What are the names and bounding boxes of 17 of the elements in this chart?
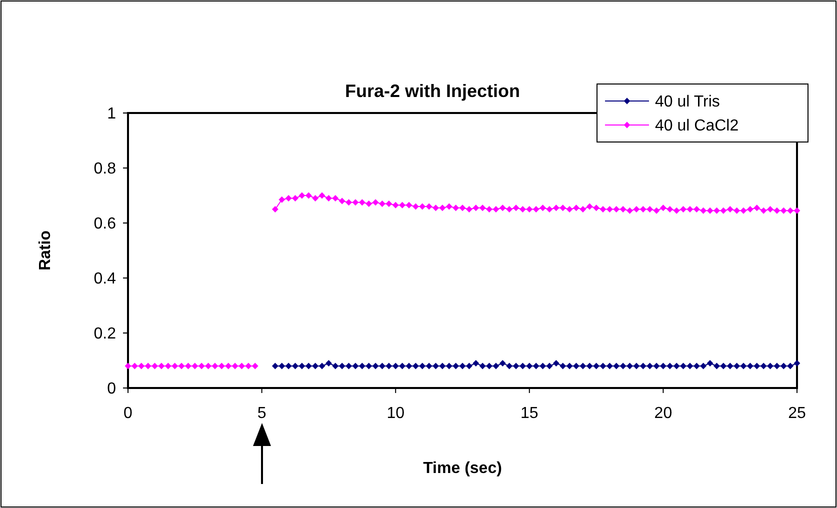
x-tick-label: 5 xyxy=(257,405,266,422)
x-tick-label: 10 xyxy=(386,405,405,422)
legend-label: 40 ul CaCl2 xyxy=(655,118,739,135)
x-axis-title: Time (sec) xyxy=(423,460,502,477)
y-tick-label: 0.6 xyxy=(94,216,116,233)
y-tick-label: 0.4 xyxy=(94,270,116,288)
y-axis-title: Ratio xyxy=(37,230,54,270)
y-tick-label: 1 xyxy=(107,106,116,123)
y-tick-label: 0.2 xyxy=(94,326,116,343)
x-tick-label: 20 xyxy=(654,405,672,422)
x-tick-label: 15 xyxy=(520,405,538,422)
x-tick-label: 0 xyxy=(124,405,133,422)
y-tick-label: 0.8 xyxy=(94,160,116,178)
legend-label: 40 ul Tris xyxy=(655,94,720,111)
y-tick-label: 0 xyxy=(107,380,116,398)
chart-title: Fura-2 with Injection xyxy=(344,81,520,101)
x-tick-label: 25 xyxy=(788,405,806,422)
